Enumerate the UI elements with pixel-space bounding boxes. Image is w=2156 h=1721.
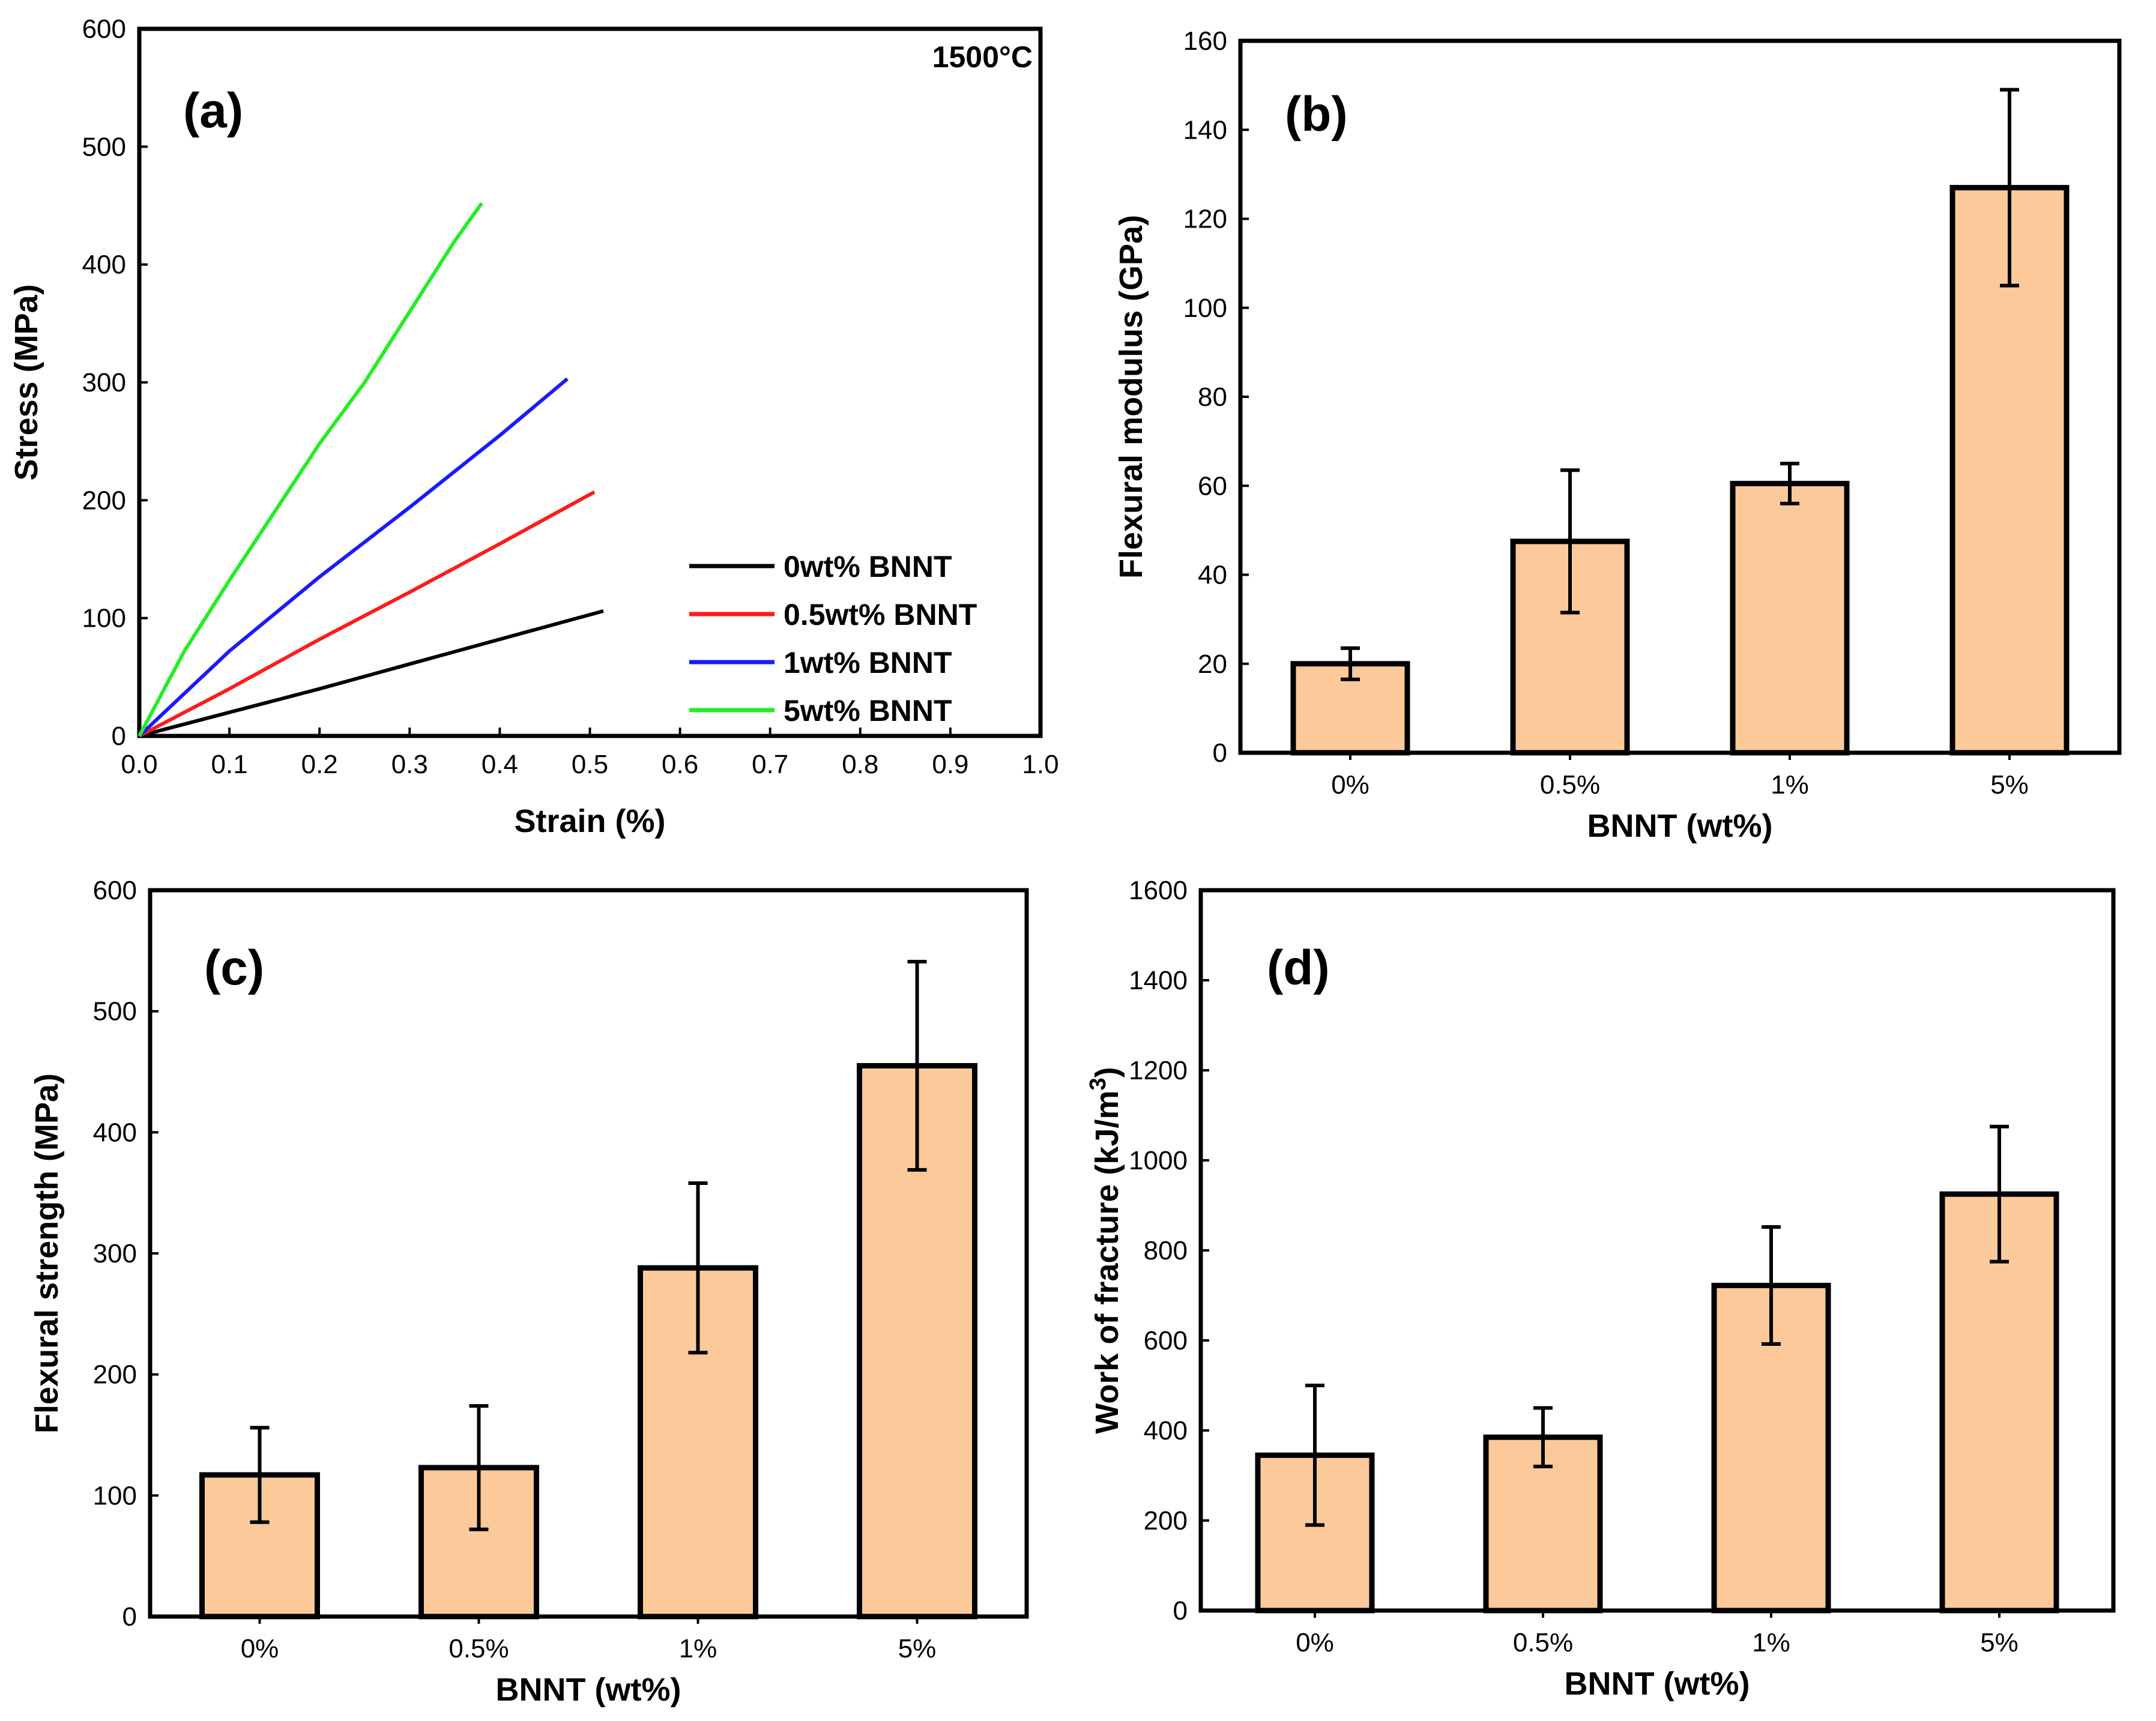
y-tick-label: 500 bbox=[93, 997, 137, 1026]
x-tick-label: 0.0 bbox=[121, 750, 157, 779]
x-tick-label: 1.0 bbox=[1022, 750, 1058, 779]
series-line-2 bbox=[137, 377, 569, 738]
y-axis-label: Work of fracture (kJ/m3) bbox=[1086, 1067, 1125, 1433]
y-tick-label: 120 bbox=[1183, 205, 1227, 234]
y-tick-label: 300 bbox=[93, 1239, 137, 1268]
bar bbox=[1730, 481, 1850, 756]
legend-label: 5wt% BNNT bbox=[784, 694, 952, 728]
panel-label: (b) bbox=[1285, 87, 1348, 142]
panel-d-bar-chart: 0 200 400 600 800 1000 1200 1400 1600 0% 0.5% 1% 5% B… bbox=[1086, 876, 2116, 1702]
series-line-3 bbox=[137, 202, 483, 737]
panel-label: (a) bbox=[183, 83, 243, 138]
y-axis-label: Stress (MPa) bbox=[8, 284, 44, 480]
x-tick-label: 1% bbox=[1752, 1628, 1790, 1657]
y-tick-label: 0 bbox=[1213, 738, 1227, 768]
x-axis-label: BNNT (wt%) bbox=[1565, 1666, 1750, 1702]
y-tick-label: 100 bbox=[93, 1481, 137, 1510]
y-tick-label: 1000 bbox=[1129, 1146, 1188, 1175]
temperature-annotation: 1500°C bbox=[932, 40, 1033, 74]
y-axis-label-end: ) bbox=[1089, 1067, 1125, 1078]
y-tick-label: 200 bbox=[82, 486, 126, 515]
x-tick-label: 0% bbox=[1296, 1628, 1334, 1657]
y-tick-label: 600 bbox=[82, 14, 126, 44]
y-tick-label: 100 bbox=[82, 604, 126, 633]
panel-b-bar-chart: 0 20 40 60 80 100 120 140 160 0% 0.5% 1% 5% BNNT (wt%… bbox=[1113, 26, 2122, 844]
y-tick-label: 80 bbox=[1198, 382, 1227, 412]
y-tick-label: 800 bbox=[1144, 1236, 1188, 1265]
y-tick-label: 1200 bbox=[1129, 1056, 1188, 1085]
y-tick-label: 300 bbox=[82, 368, 126, 397]
y-tick-label: 60 bbox=[1198, 471, 1227, 501]
x-tick-label: 0.5% bbox=[448, 1634, 509, 1663]
y-axis-label: Flexural modulus (GPa) bbox=[1113, 215, 1149, 579]
y-axis-label: Flexural strength (MPa) bbox=[29, 1073, 65, 1433]
x-tick-label: 0% bbox=[1331, 770, 1369, 800]
y-tick-label: 400 bbox=[82, 250, 126, 280]
y-tick-label: 20 bbox=[1198, 650, 1227, 679]
x-tick-label: 5% bbox=[1980, 1628, 2019, 1657]
panel-a-line-chart: 0 100 200 300 400 500 600 0.0 0.1 0.2 0.3 0.4 0.5 0.6… bbox=[8, 14, 1059, 839]
y-tick-label: 600 bbox=[93, 876, 137, 905]
y-tick-label: 1400 bbox=[1129, 966, 1188, 995]
x-tick-label: 0.8 bbox=[842, 750, 878, 779]
y-tick-label: 400 bbox=[1144, 1416, 1188, 1445]
panel-label: (d) bbox=[1267, 941, 1330, 995]
x-tick-label: 0.7 bbox=[752, 750, 788, 779]
x-tick-label: 0.5 bbox=[572, 750, 608, 779]
y-tick-label: 200 bbox=[1144, 1506, 1188, 1536]
x-tick-label: 0.9 bbox=[932, 750, 968, 779]
y-axis-label-text: Flexural modulus (GPa) bbox=[1113, 215, 1149, 579]
legend-label: 0.5wt% BNNT bbox=[784, 598, 977, 631]
panel-c-bar-chart: 0 100 200 300 400 500 600 0% 0.5% 1% 5% BNNT (wt%) F… bbox=[29, 876, 1029, 1708]
x-tick-label: 0.5% bbox=[1540, 770, 1600, 800]
y-tick-label: 40 bbox=[1198, 561, 1227, 590]
x-tick-label: 0.1 bbox=[211, 750, 248, 779]
bar bbox=[1939, 1191, 2059, 1614]
x-tick-label: 0% bbox=[241, 1634, 279, 1663]
series-line-0 bbox=[139, 609, 604, 738]
y-tick-label: 0 bbox=[122, 1602, 137, 1632]
x-tick-label: 5% bbox=[1990, 770, 2029, 800]
x-tick-label: 0.2 bbox=[301, 750, 338, 779]
x-axis-label: Strain (%) bbox=[514, 803, 665, 839]
y-tick-label: 200 bbox=[93, 1360, 137, 1390]
x-tick-label: 0.4 bbox=[482, 750, 518, 779]
y-tick-label: 100 bbox=[1183, 294, 1227, 323]
panel-label: (c) bbox=[204, 941, 264, 995]
legend-label: 0wt% BNNT bbox=[784, 550, 952, 583]
y-tick-label: 0 bbox=[1173, 1596, 1188, 1626]
x-axis-label: BNNT (wt%) bbox=[496, 1672, 681, 1708]
legend-label: 1wt% BNNT bbox=[784, 646, 952, 680]
series-line-1 bbox=[138, 490, 596, 738]
y-tick-label: 160 bbox=[1183, 26, 1227, 56]
y-axis-label-text: Flexural strength (MPa) bbox=[29, 1073, 65, 1433]
y-tick-label: 600 bbox=[1144, 1326, 1188, 1355]
y-axis-label-text: Work of fracture (kJ/m bbox=[1089, 1090, 1125, 1433]
y-tick-label: 400 bbox=[93, 1118, 137, 1147]
x-tick-label: 0.3 bbox=[391, 750, 428, 779]
x-tick-label: 5% bbox=[898, 1634, 937, 1663]
y-axis-label-sup: 3 bbox=[1086, 1078, 1111, 1090]
x-tick-label: 0.5% bbox=[1513, 1628, 1573, 1657]
y-tick-label: 0 bbox=[112, 722, 126, 751]
y-tick-label: 500 bbox=[82, 132, 126, 161]
x-tick-label: 1% bbox=[1771, 770, 1809, 800]
x-tick-label: 1% bbox=[679, 1634, 717, 1663]
y-tick-label: 140 bbox=[1183, 115, 1227, 145]
x-axis-label: BNNT (wt%) bbox=[1587, 808, 1773, 844]
y-tick-label: 1600 bbox=[1129, 876, 1188, 905]
x-tick-label: 0.6 bbox=[662, 750, 698, 779]
